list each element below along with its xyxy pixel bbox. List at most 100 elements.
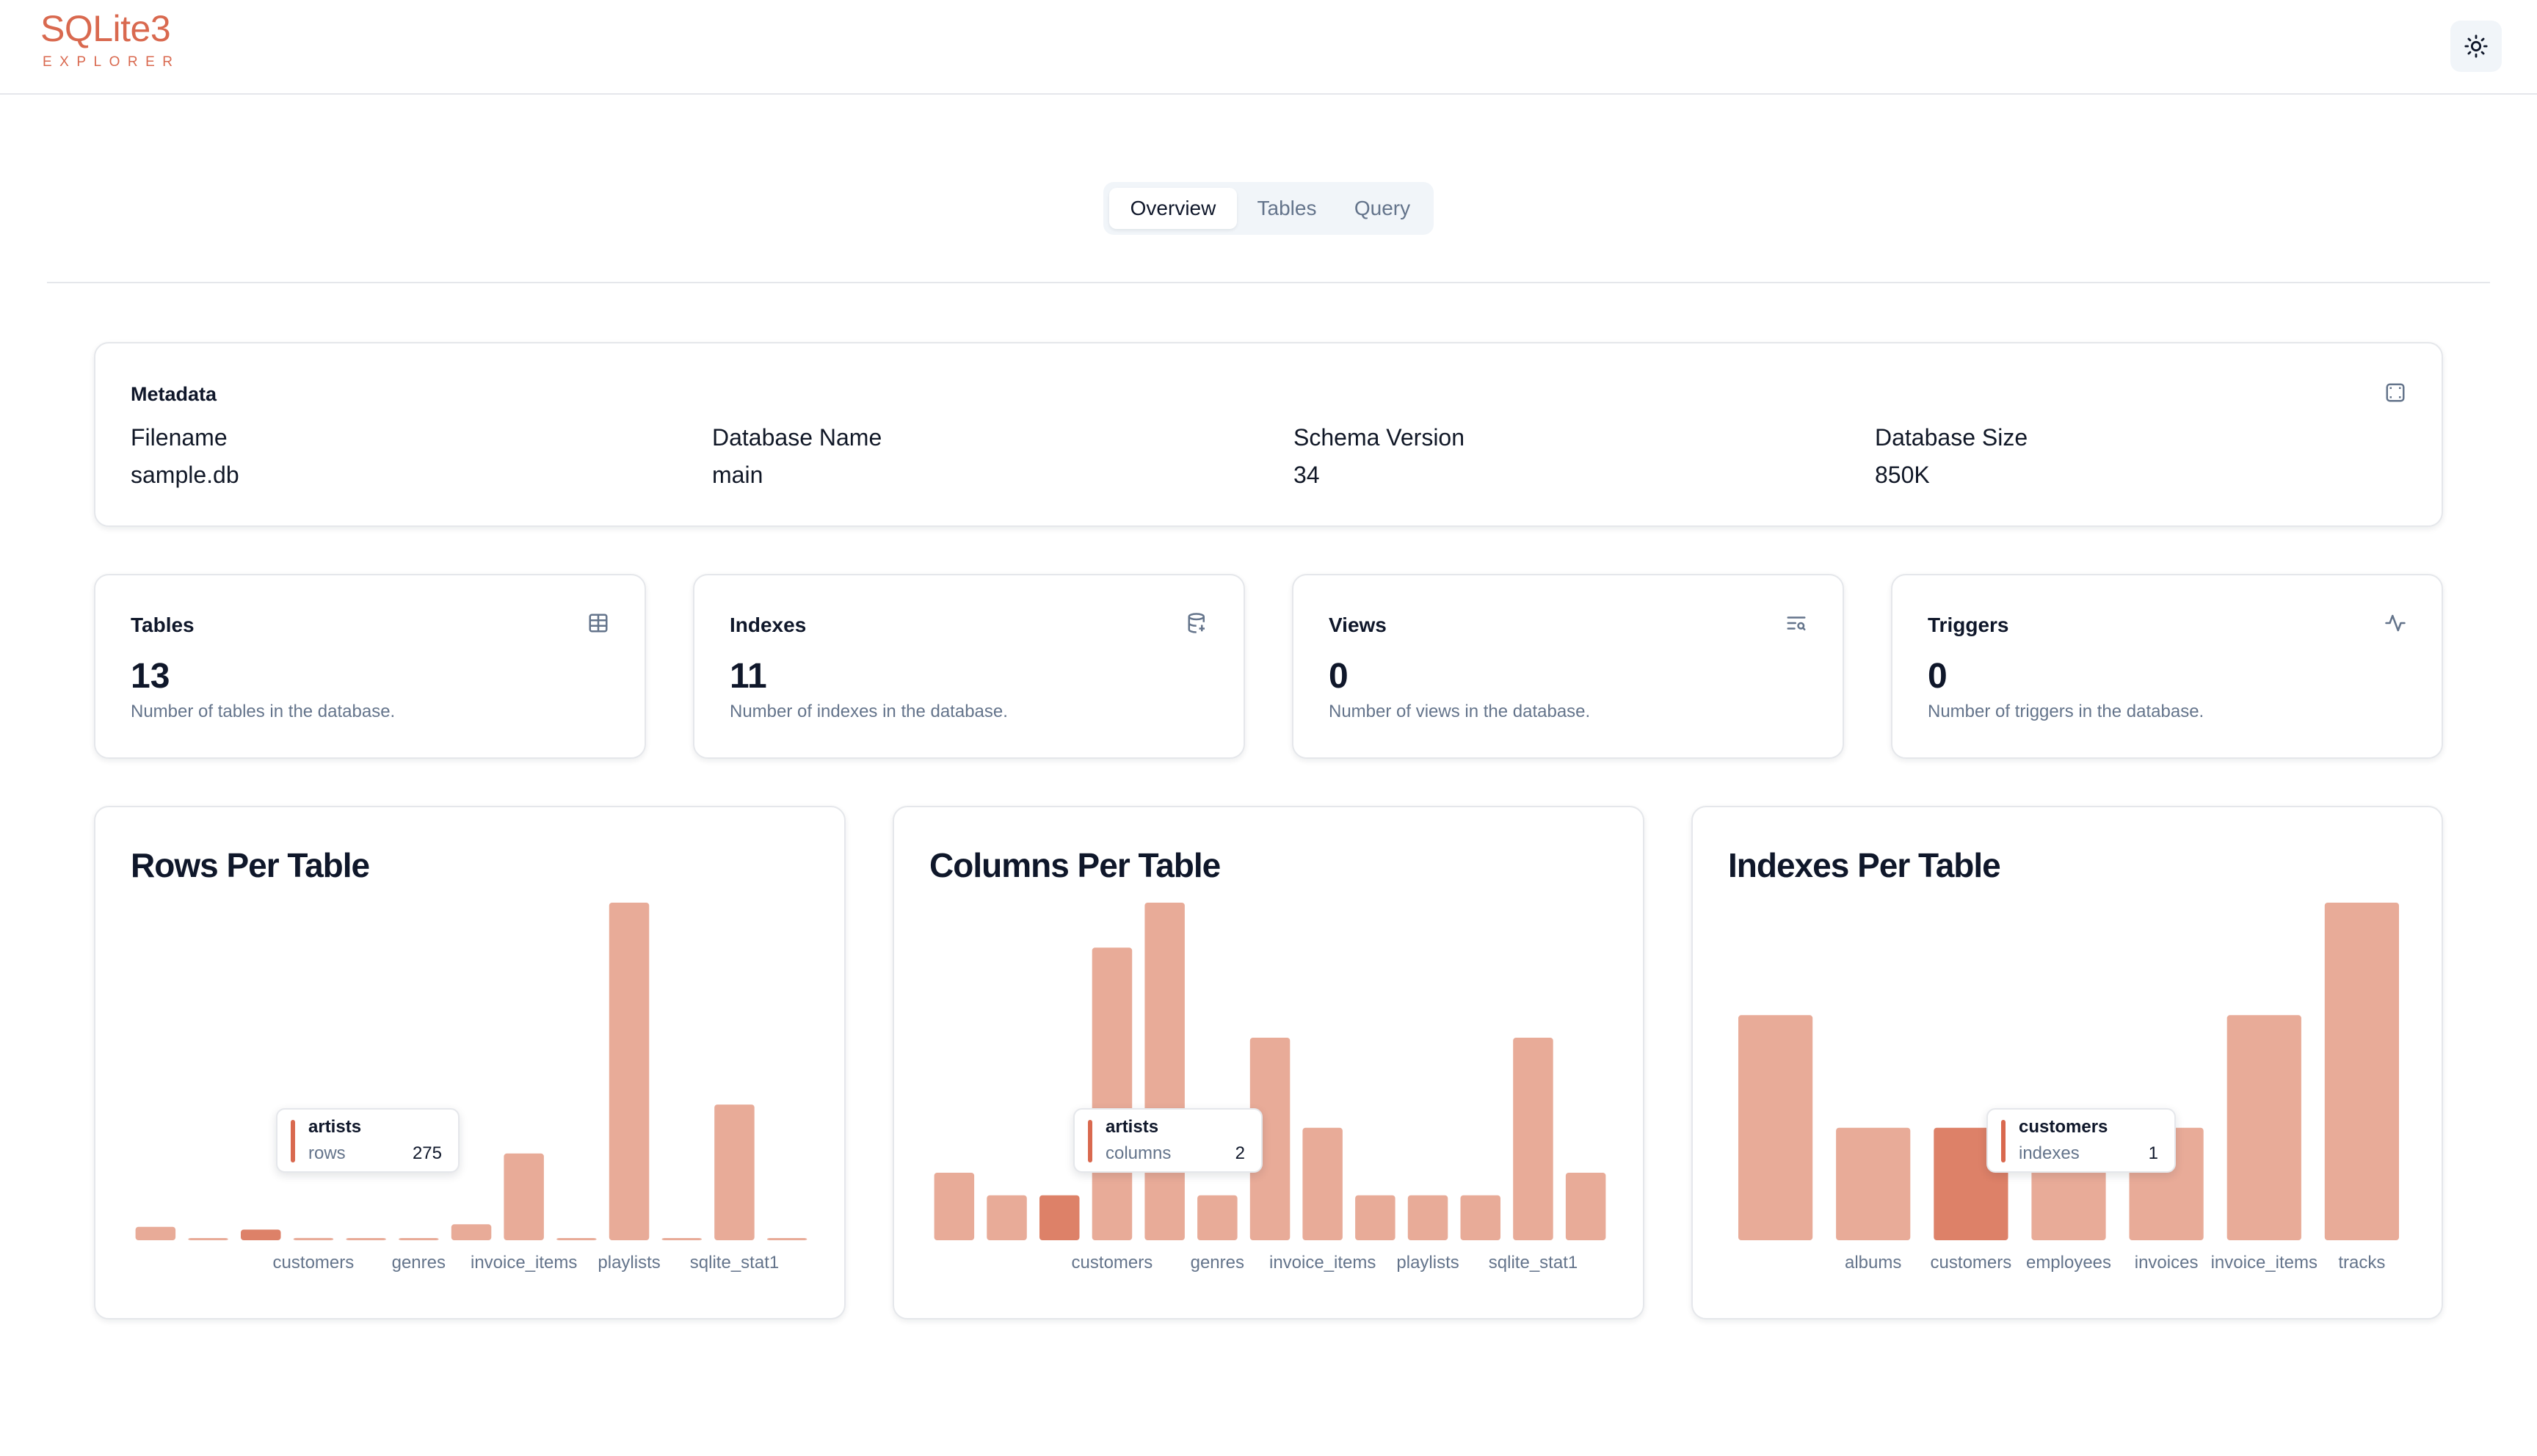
chart-bar[interactable] <box>2324 903 2399 1240</box>
tooltip-color-marker <box>1088 1120 1092 1162</box>
stat-title: Triggers <box>1928 614 2009 636</box>
metadata-field-schema-version: Schema Version 34 <box>1293 424 1465 489</box>
metadata-label: Database Name <box>712 424 882 451</box>
chart-bar[interactable] <box>451 1224 492 1240</box>
stat-value: 0 <box>1329 657 1349 696</box>
tooltip-table-name: artists <box>1106 1117 1159 1137</box>
chart-tick-label: sqlite_stat1 <box>1489 1253 1578 1273</box>
stat-value: 0 <box>1928 657 1948 696</box>
chart-bar[interactable] <box>766 1238 807 1240</box>
chart-bar[interactable] <box>609 903 650 1240</box>
tooltip-table-name: artists <box>308 1117 362 1137</box>
chart-bar[interactable] <box>293 1237 334 1240</box>
chart-bar[interactable] <box>1565 1173 1606 1240</box>
metadata-value: main <box>712 462 763 488</box>
chart-tick-label: invoice_items <box>2211 1253 2318 1273</box>
stat-description: Number of indexes in the database. <box>730 702 1008 721</box>
stat-title: Tables <box>131 614 195 636</box>
chart-bar[interactable] <box>135 1226 176 1240</box>
theme-toggle-button[interactable] <box>2450 21 2502 72</box>
chart-tick-label: customers <box>273 1253 355 1273</box>
tooltip-metric-value: 1 <box>2148 1143 2158 1163</box>
chart-title: Columns Per Table <box>929 846 1221 884</box>
stat-description: Number of tables in the database. <box>131 702 396 721</box>
stat-title: Indexes <box>730 614 807 636</box>
table-icon <box>589 614 608 633</box>
metadata-label: Database Size <box>1875 424 2028 451</box>
stat-value: 13 <box>131 657 170 696</box>
chart-bar[interactable] <box>987 1195 1027 1240</box>
chart-bar[interactable] <box>1513 1038 1553 1240</box>
chart-tick-label: playlists <box>598 1253 660 1273</box>
chart-bar[interactable] <box>714 1104 755 1240</box>
chart-bar[interactable] <box>1302 1127 1343 1240</box>
chart-bar[interactable] <box>661 1238 703 1240</box>
stat-title: Views <box>1329 614 1387 636</box>
chart-tooltip: artists columns 2 <box>1073 1108 1263 1173</box>
rows-per-table-chart: customers genres invoice_items playlists sql… <box>135 903 807 1273</box>
metadata-field-filename: Filename sample.db <box>131 424 239 489</box>
chart-tick-label: albums <box>1845 1253 1901 1273</box>
tooltip-color-marker <box>2001 1120 2006 1162</box>
chart-bar[interactable] <box>1249 1038 1291 1240</box>
stat-description: Number of triggers in the database. <box>1928 702 2204 721</box>
chart-tooltip: artists rows 275 <box>276 1108 460 1173</box>
tooltip-metric-label: indexes <box>2019 1143 2080 1163</box>
chart-bar[interactable] <box>1144 903 1185 1240</box>
tooltip-metric-label: rows <box>308 1143 346 1163</box>
app-logo-title: SQLite3 <box>40 8 171 49</box>
chart-card-rows-per-table: customers genres invoice_items playlists sql… <box>94 806 846 1320</box>
sun-icon <box>2464 34 2488 58</box>
tooltip-metric-value: 275 <box>412 1143 442 1163</box>
chart-tick-label: employees <box>2026 1253 2111 1273</box>
chart-bar[interactable] <box>1039 1195 1080 1240</box>
tab-tables[interactable]: Tables <box>1257 197 1317 219</box>
chart-bar[interactable] <box>1460 1195 1501 1240</box>
chart-bar[interactable] <box>504 1153 544 1240</box>
metadata-field-database-name: Database Name main <box>712 424 882 489</box>
chart-tick-label: customers <box>1072 1253 1153 1273</box>
chart-bar[interactable] <box>1836 1127 1911 1240</box>
chart-card-columns-per-table: customers genres invoice_items playlists sql… <box>893 806 1644 1320</box>
stat-description: Number of views in the database. <box>1329 702 1591 721</box>
chart-tooltip: customers indexes 1 <box>1986 1108 2176 1173</box>
tooltip-metric-label: columns <box>1106 1143 1172 1163</box>
chart-bar[interactable] <box>934 1173 975 1240</box>
metadata-title: Metadata <box>131 383 217 405</box>
metadata-value: 34 <box>1293 462 1320 488</box>
list-search-icon <box>1787 616 1806 630</box>
chart-bar[interactable] <box>2226 1015 2301 1240</box>
chart-bar[interactable] <box>1355 1195 1395 1240</box>
metadata-value: sample.db <box>131 462 239 488</box>
tab-query[interactable]: Query <box>1354 197 1411 219</box>
chart-tick-label: invoice_items <box>1269 1253 1376 1273</box>
database-icon <box>1188 613 1205 633</box>
stat-value: 11 <box>730 657 767 696</box>
chart-bar[interactable] <box>1092 947 1133 1240</box>
chart-bar[interactable] <box>241 1229 281 1241</box>
stat-card-views: Views 0 Number of views in the database. <box>1292 574 1844 759</box>
chart-bar[interactable] <box>1197 1195 1238 1240</box>
chart-tick-label: playlists <box>1396 1253 1459 1273</box>
stat-card-tables: Tables 13 Number of tables in the databa… <box>94 574 646 759</box>
tab-overview[interactable]: Overview <box>1109 188 1237 229</box>
tooltip-table-name: customers <box>2019 1117 2108 1137</box>
chart-tick-label: tracks <box>2338 1253 2385 1273</box>
chart-card-indexes-per-table: albums customers employees invoices invoice_… <box>1691 806 2443 1320</box>
metadata-value: 850K <box>1875 462 1930 488</box>
chart-bar[interactable] <box>346 1238 386 1240</box>
chart-bar[interactable] <box>1407 1195 1448 1240</box>
chart-bar[interactable] <box>556 1238 597 1240</box>
main-tabs: Overview Tables Query <box>1103 182 1434 235</box>
chart-bar[interactable] <box>1738 1015 1813 1240</box>
chart-bar[interactable] <box>188 1238 228 1240</box>
metadata-label: Filename <box>131 424 228 451</box>
stat-card-triggers: Triggers 0 Number of triggers in the dat… <box>1891 574 2443 759</box>
expand-icon[interactable] <box>2384 382 2406 404</box>
app-header: SQLite3 EXPLORER <box>0 0 2537 95</box>
chart-title: Rows Per Table <box>131 846 370 884</box>
chart-tick-label: invoice_items <box>471 1253 577 1273</box>
metadata-card: Metadata Filename sample.db Database Nam… <box>94 342 2443 527</box>
chart-bar[interactable] <box>399 1238 439 1240</box>
metadata-field-database-size: Database Size 850K <box>1875 424 2028 489</box>
